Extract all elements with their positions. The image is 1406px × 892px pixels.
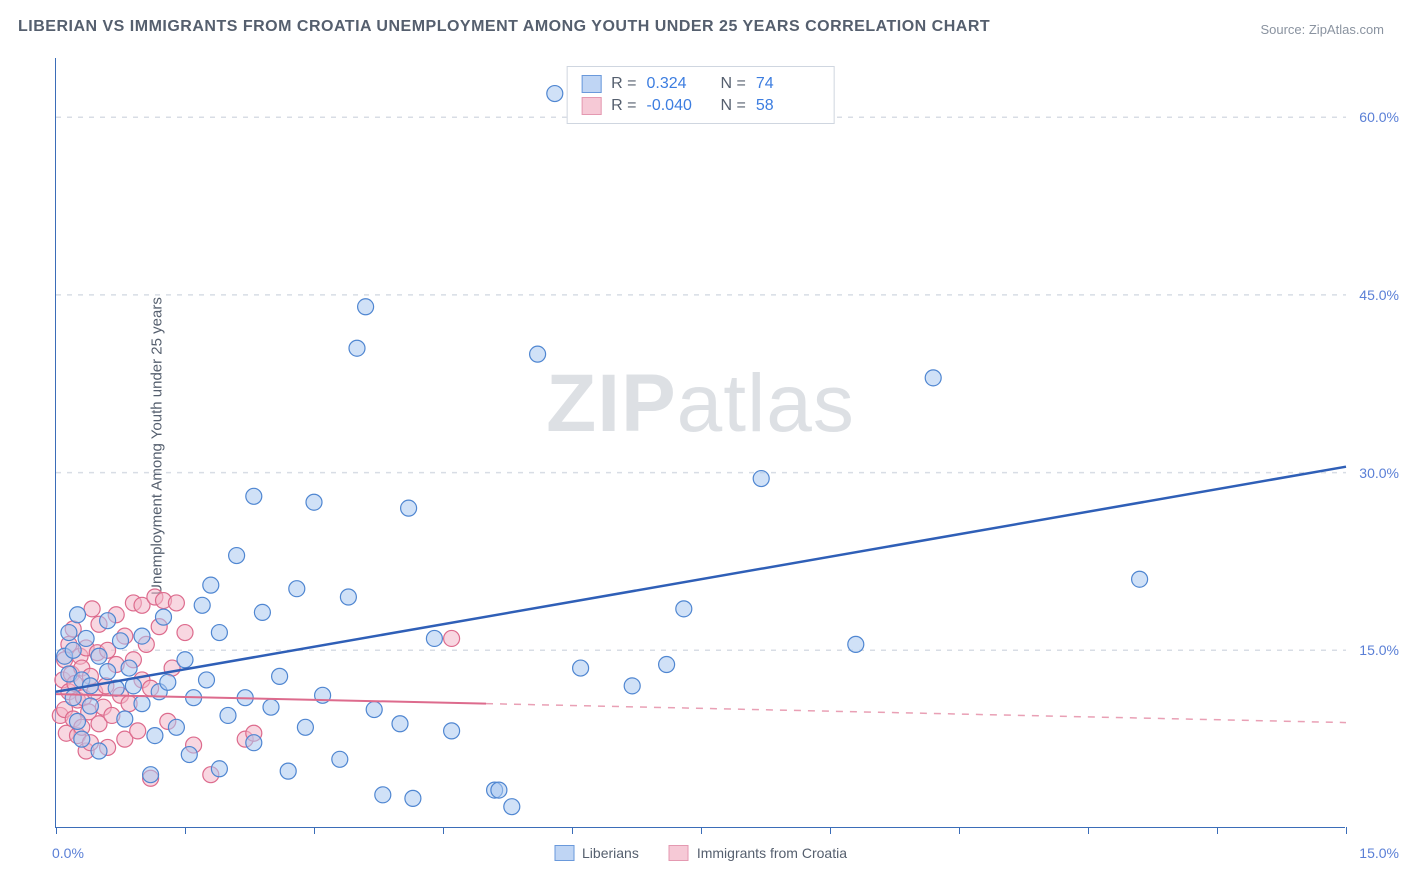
trend-lines [56, 467, 1346, 723]
chart-title: LIBERIAN VS IMMIGRANTS FROM CROATIA UNEM… [18, 18, 990, 36]
r-label: R = [611, 73, 636, 95]
x-tick [1346, 827, 1347, 834]
r-value-pink: -0.040 [647, 95, 711, 117]
legend-row-pink: R = -0.040 N = 58 [581, 95, 820, 117]
x-tick [1217, 827, 1218, 834]
scatter-svg [56, 58, 1345, 827]
x-tick [830, 827, 831, 834]
correlation-legend: R = 0.324 N = 74 R = -0.040 N = 58 [566, 66, 835, 124]
x-tick [959, 827, 960, 834]
gridlines [56, 117, 1346, 650]
series-legend: Liberians Immigrants from Croatia [554, 845, 847, 861]
plot-area: ZIPatlas R = 0.324 N = 74 R = -0.040 N =… [55, 58, 1345, 828]
n-label: N = [721, 73, 746, 95]
legend-item-liberians: Liberians [554, 845, 639, 861]
legend-row-blue: R = 0.324 N = 74 [581, 73, 820, 95]
x-tick [443, 827, 444, 834]
y-tick-label: 30.0% [1359, 465, 1399, 481]
source-attribution: Source: ZipAtlas.com [1260, 22, 1384, 37]
x-tick [185, 827, 186, 834]
r-label: R = [611, 95, 636, 117]
x-axis-min-label: 0.0% [52, 845, 84, 861]
r-value-blue: 0.324 [647, 73, 711, 95]
n-value-blue: 74 [756, 73, 820, 95]
n-value-pink: 58 [756, 95, 820, 117]
x-tick [1088, 827, 1089, 834]
x-tick [572, 827, 573, 834]
series-blue [57, 80, 1148, 815]
y-tick-label: 60.0% [1359, 109, 1399, 125]
legend-item-croatia: Immigrants from Croatia [669, 845, 847, 861]
swatch-blue-icon [554, 845, 574, 861]
swatch-blue-icon [581, 75, 601, 93]
legend-label: Liberians [582, 845, 639, 861]
y-tick-label: 15.0% [1359, 642, 1399, 658]
swatch-pink-icon [669, 845, 689, 861]
x-tick [314, 827, 315, 834]
y-tick-label: 45.0% [1359, 287, 1399, 303]
legend-label: Immigrants from Croatia [697, 845, 847, 861]
x-tick [56, 827, 57, 834]
n-label: N = [721, 95, 746, 117]
x-axis-max-label: 15.0% [1359, 845, 1399, 861]
x-tick [701, 827, 702, 834]
swatch-pink-icon [581, 97, 601, 115]
